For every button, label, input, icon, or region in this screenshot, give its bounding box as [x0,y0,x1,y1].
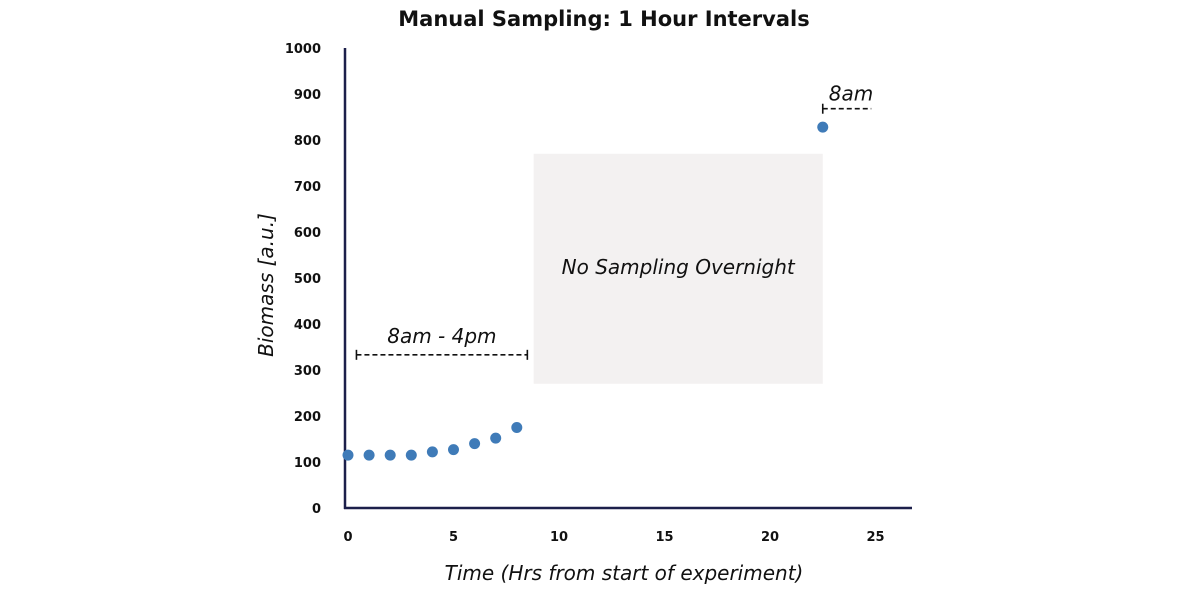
x-tick-label: 15 [655,530,673,545]
y-tick-label: 900 [294,88,321,103]
data-point [405,449,417,461]
data-point [511,422,523,433]
y-tick-label: 800 [294,134,321,149]
day-window-bracket [355,349,529,360]
y-tick-label: 600 [294,226,321,241]
day-window-annotation: 8am - 4pm [387,324,496,348]
data-point [384,449,396,461]
y-axis-ticks: 0 100 200 300 400 500 600 700 800 900 1000 [285,42,321,517]
data-point [342,449,354,461]
y-tick-label: 300 [294,364,321,379]
overnight-annotation: No Sampling Overnight [562,255,796,279]
data-point [469,438,481,450]
overnight-region [533,153,823,384]
data-point [448,444,459,456]
data-point [490,432,502,444]
next-morning-bracket [821,103,872,114]
y-tick-label: 500 [294,272,321,287]
y-tick-label: 1000 [285,42,321,57]
y-tick-label: 700 [294,180,321,195]
x-axis-ticks: 0 5 10 15 20 25 [343,530,884,545]
data-point [426,446,438,458]
x-tick-label: 5 [449,530,458,545]
data-points [342,121,829,461]
data-point [817,121,829,133]
x-tick-label: 25 [866,530,884,545]
x-axis-label: Time (Hrs from start of experiment) [445,561,804,585]
x-tick-label: 10 [550,530,568,545]
x-tick-label: 0 [343,530,352,545]
y-axis-label: Biomass [a.u.] [254,213,278,357]
next-morning-annotation: 8am [829,82,873,106]
y-tick-label: 400 [294,318,321,333]
x-tick-label: 20 [761,530,779,545]
data-point [363,449,375,461]
chart-title: Manual Sampling: 1 Hour Intervals [398,7,809,31]
y-tick-label: 100 [294,456,321,471]
y-tick-label: 0 [312,502,321,517]
y-tick-label: 200 [294,410,321,425]
